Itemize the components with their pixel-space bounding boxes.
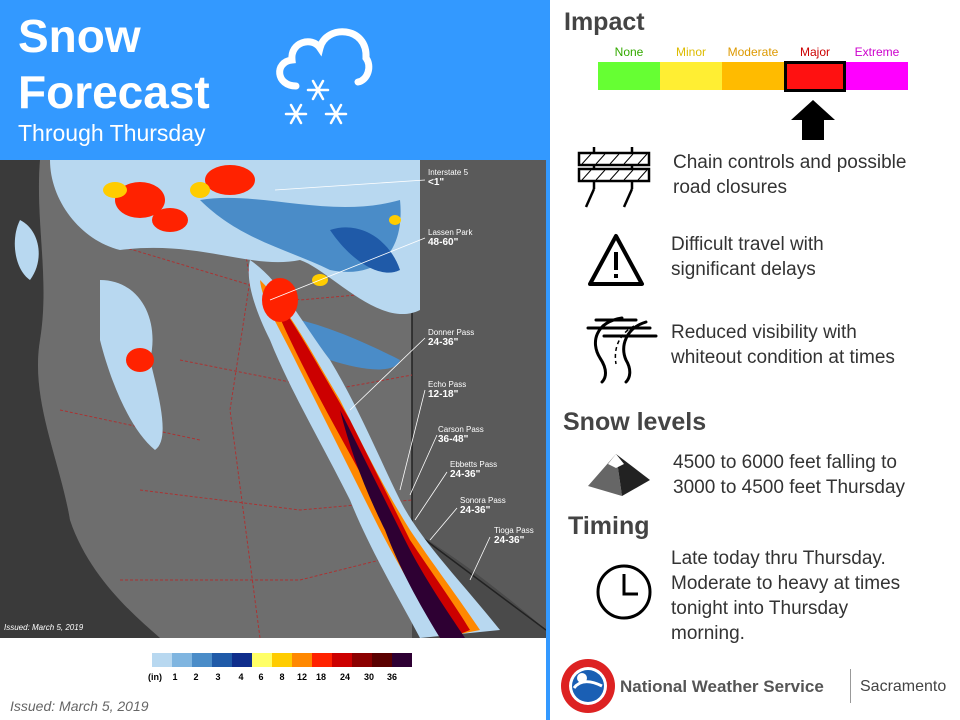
impact-level-label: Minor	[675, 45, 706, 59]
legend-tick: 1	[172, 672, 178, 682]
map-label-donner: Donner Pass 24-36"	[428, 328, 475, 348]
impact-level-label: Moderate	[727, 45, 779, 59]
legend-tick: 36	[386, 672, 397, 682]
page-title-line2: Forecast	[18, 66, 210, 118]
legend-tick: 8	[279, 672, 285, 682]
low-visibility-road-icon	[586, 316, 658, 384]
legend-tick: 2	[193, 672, 199, 682]
legend-tick: 3	[215, 672, 221, 682]
clock-icon	[596, 564, 652, 620]
legend-tick: 18	[315, 672, 326, 682]
warning-triangle-icon	[588, 234, 644, 286]
page-title-line1: Snow	[18, 10, 141, 62]
impact-heading: Impact	[564, 8, 645, 36]
legend-swatch	[212, 653, 232, 667]
legend-tick: 12	[296, 672, 307, 682]
snow-levels-text: 4500 to 6000 feet falling to 3000 to 4500…	[673, 452, 906, 498]
snow-map-graphic	[0, 159, 547, 639]
map-label-carson: Carson Pass 36-48"	[438, 425, 484, 445]
legend-swatch	[352, 653, 372, 667]
arrow-up-icon	[791, 100, 835, 140]
impact-level-box	[846, 62, 908, 90]
legend-tick: 4	[238, 672, 244, 682]
impact-item-chain-controls: Chain controls and possible road closures	[673, 152, 907, 198]
nws-logo-icon	[561, 659, 615, 713]
page-subtitle: Through Thursday	[18, 120, 206, 146]
road-barrier-icon	[577, 147, 651, 208]
map-label-sonora: Sonora Pass 24-36"	[460, 496, 506, 516]
impact-level-box	[598, 62, 660, 90]
legend-swatch	[312, 653, 332, 667]
agency-name: National Weather Service	[620, 677, 824, 696]
legend-tick: 6	[258, 672, 264, 682]
map-label-echo: Echo Pass 12-18"	[428, 380, 467, 400]
legend-swatch	[272, 653, 292, 667]
legend-tick: 30	[363, 672, 374, 682]
impact-item-difficult-travel: Difficult travel with significant delays	[671, 234, 824, 280]
footer-divider	[850, 669, 851, 703]
snow-cloud-icon	[276, 28, 373, 125]
legend-swatch	[292, 653, 312, 667]
impact-level-label: None	[614, 45, 644, 59]
snow-levels-heading: Snow levels	[563, 408, 707, 436]
legend-swatch	[152, 653, 172, 667]
legend-swatch	[232, 653, 252, 667]
impact-level-box	[660, 62, 722, 90]
nevada-area	[412, 160, 546, 630]
impact-level-box	[784, 61, 846, 92]
impact-level-label: Extreme	[854, 45, 900, 59]
map-label-interstate5: Interstate 5 <1"	[428, 168, 469, 188]
impact-item-reduced-visibility: Reduced visibility with whiteout conditio…	[671, 322, 895, 368]
timing-heading: Timing	[568, 512, 650, 540]
footer-issued-date: Issued: March 5, 2019	[10, 698, 149, 714]
legend-tick: 24	[339, 672, 350, 682]
impact-level-label: Major	[799, 45, 830, 59]
legend-swatch	[332, 653, 352, 667]
snow-map	[0, 159, 547, 639]
panel-divider	[546, 0, 550, 720]
mountain-icon	[588, 454, 650, 496]
impact-level-box	[722, 62, 784, 90]
legend-swatch	[372, 653, 392, 667]
legend-swatch	[392, 653, 412, 667]
map-label-ebbetts: Ebbetts Pass 24-36"	[450, 460, 498, 480]
map-label-lassen: Lassen Park 48-60"	[428, 228, 473, 248]
office-name: Sacramento	[860, 678, 947, 695]
map-label-tioga: Tioga Pass 24-36"	[494, 526, 534, 546]
ocean-area	[0, 160, 160, 638]
timing-text: Late today thru Thursday. Moderate to hea…	[671, 548, 901, 644]
header-banner	[0, 0, 548, 160]
legend-swatch	[172, 653, 192, 667]
legend-swatch	[192, 653, 212, 667]
legend-swatch	[252, 653, 272, 667]
map-issued-date: Issued: March 5, 2019	[4, 623, 84, 632]
legend-unit: (in)	[148, 672, 162, 682]
